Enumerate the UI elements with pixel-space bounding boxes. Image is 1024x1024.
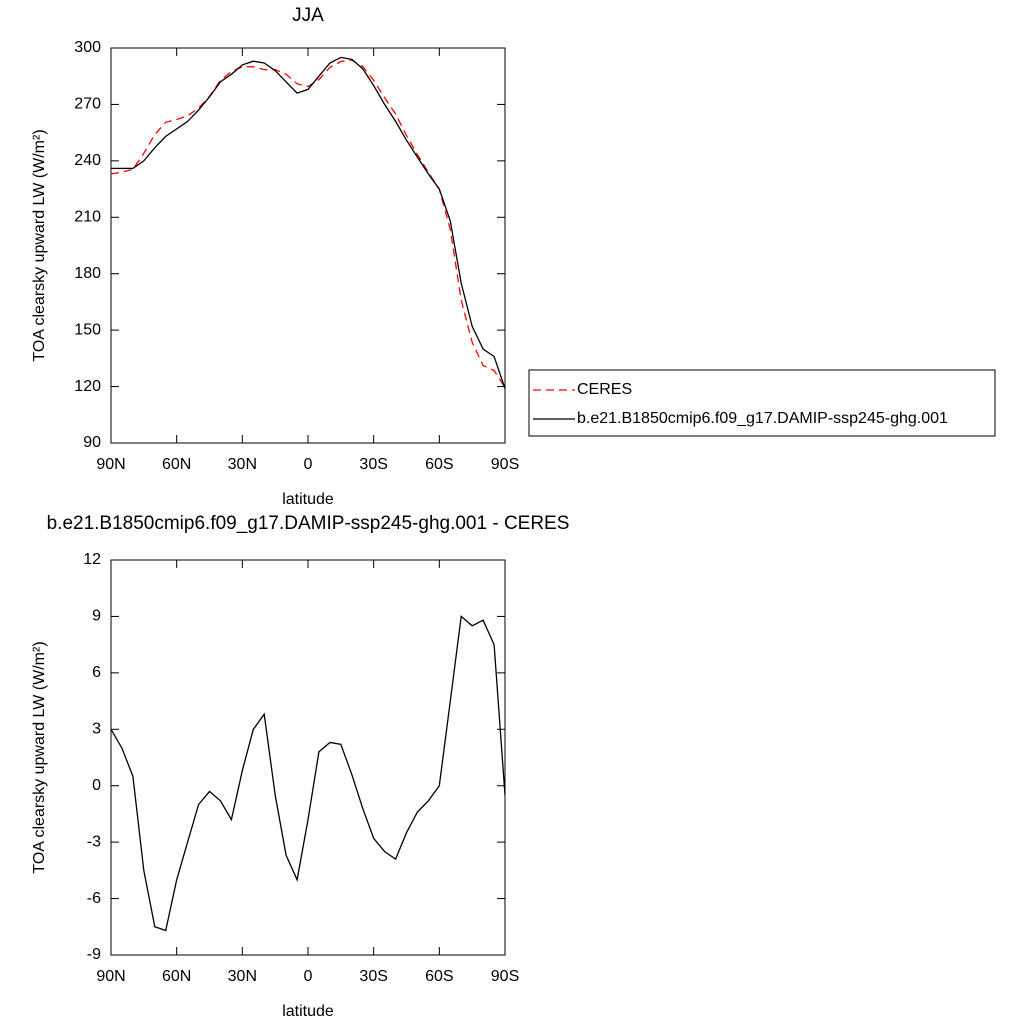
plot-frame — [110, 47, 506, 444]
legend-label: b.e21.B1850cmip6.f09_g17.DAMIP-ssp245-gh… — [577, 410, 948, 427]
y-axis-label: TOA clearsky upward LW (W/m²) — [31, 129, 48, 361]
y-tick-label: -6 — [87, 890, 101, 907]
y-tick-label: 120 — [74, 378, 101, 395]
x-tick-label: 0 — [304, 456, 313, 473]
y-tick-label: 3 — [92, 721, 101, 738]
x-tick-label: 60S — [425, 456, 453, 473]
y-tick-label: 180 — [74, 265, 101, 282]
series-line — [110, 59, 506, 388]
y-tick-label: 270 — [74, 96, 101, 113]
x-tick-label: 0 — [304, 968, 313, 985]
x-tick-label: 30S — [359, 968, 387, 985]
y-tick-label: 210 — [74, 209, 101, 226]
series-line — [110, 615, 506, 932]
y-tick-label: 9 — [92, 608, 101, 625]
legend-label: CERES — [577, 381, 632, 398]
legend-frame — [528, 369, 996, 437]
y-tick-label: -9 — [87, 946, 101, 963]
x-tick-label: 90N — [96, 968, 125, 985]
y-tick-label: 300 — [74, 39, 101, 56]
x-tick-label: 60N — [162, 456, 191, 473]
y-axis-label: TOA clearsky upward LW (W/m²) — [31, 641, 48, 873]
y-tick-label: 12 — [83, 551, 101, 568]
y-tick-label: 6 — [92, 664, 101, 681]
x-tick-label: 30N — [228, 968, 257, 985]
x-tick-label: 90N — [96, 456, 125, 473]
y-tick-label: -3 — [87, 833, 101, 850]
x-tick-label: 90S — [491, 968, 519, 985]
chart-title: JJA — [292, 5, 324, 26]
y-tick-label: 150 — [74, 321, 101, 338]
y-tick-label: 90 — [83, 434, 101, 451]
series-line — [111, 56, 506, 389]
x-tick-label: 30N — [228, 456, 257, 473]
y-tick-label: 0 — [92, 777, 101, 794]
x-tick-label: 60S — [425, 968, 453, 985]
y-tick-label: 240 — [74, 152, 101, 169]
x-tick-label: 90S — [491, 456, 519, 473]
x-tick-label: 60N — [162, 968, 191, 985]
plot-frame — [110, 559, 506, 956]
x-axis-label: latitude — [282, 491, 334, 508]
chart-title: b.e21.B1850cmip6.f09_g17.DAMIP-ssp245-gh… — [47, 513, 570, 534]
x-tick-label: 30S — [359, 456, 387, 473]
x-axis-label: latitude — [282, 1003, 334, 1020]
